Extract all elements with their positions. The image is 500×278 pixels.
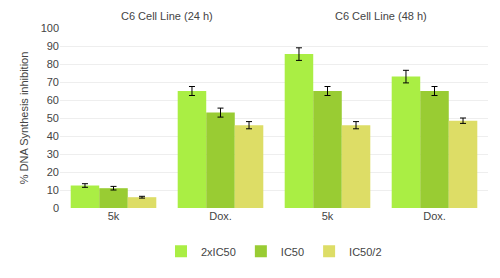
svg-text:IC50: IC50 (281, 246, 304, 258)
svg-text:60: 60 (47, 94, 59, 106)
svg-text:20: 20 (47, 166, 59, 178)
svg-text:100: 100 (41, 22, 59, 34)
svg-text:C6 Cell Line (48 h): C6 Cell Line (48 h) (335, 10, 427, 22)
svg-text:C6 Cell Line (24 h): C6 Cell Line (24 h) (121, 10, 213, 22)
svg-text:IC50/2: IC50/2 (349, 246, 381, 258)
svg-text:10: 10 (47, 184, 59, 196)
svg-text:5k: 5k (322, 210, 334, 222)
svg-text:40: 40 (47, 130, 59, 142)
svg-text:70: 70 (47, 76, 59, 88)
svg-text:80: 80 (47, 58, 59, 70)
svg-text:30: 30 (47, 148, 59, 160)
svg-text:2xIC50: 2xIC50 (201, 246, 236, 258)
svg-text:50: 50 (47, 112, 59, 124)
svg-text:% DNA Synthesis inhibition: % DNA Synthesis inhibition (18, 52, 30, 185)
svg-text:0: 0 (53, 202, 59, 214)
svg-text:Dox.: Dox. (209, 210, 232, 222)
svg-text:90: 90 (47, 40, 59, 52)
svg-text:Dox.: Dox. (423, 210, 446, 222)
svg-text:5k: 5k (108, 210, 120, 222)
